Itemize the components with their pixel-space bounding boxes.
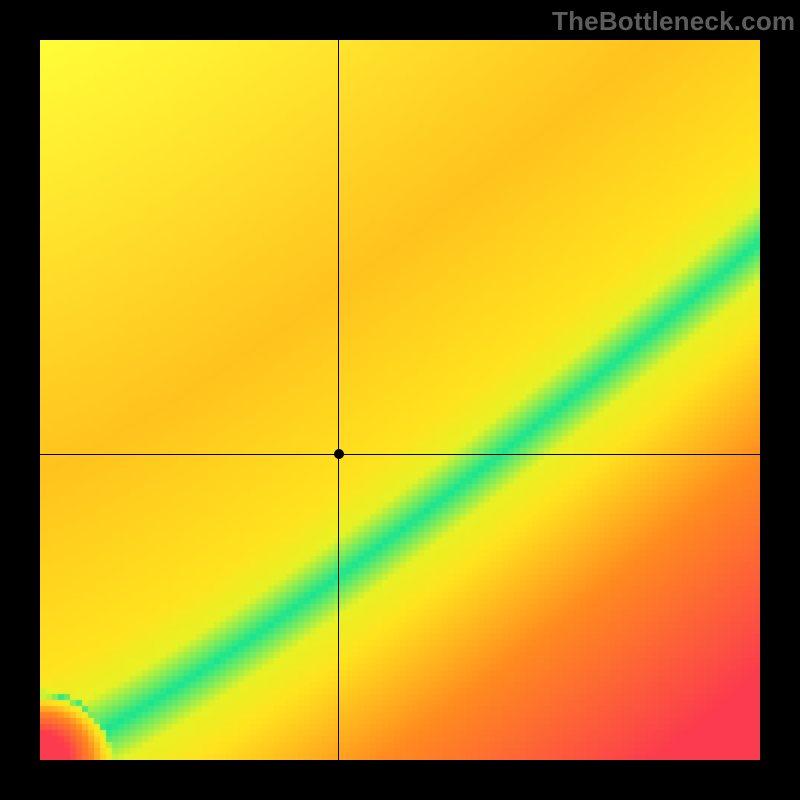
crosshair-vertical bbox=[338, 40, 339, 760]
bottleneck-heatmap bbox=[40, 40, 760, 760]
crosshair-marker bbox=[334, 449, 344, 459]
watermark-text: TheBottleneck.com bbox=[552, 6, 795, 37]
crosshair-horizontal bbox=[40, 454, 760, 455]
